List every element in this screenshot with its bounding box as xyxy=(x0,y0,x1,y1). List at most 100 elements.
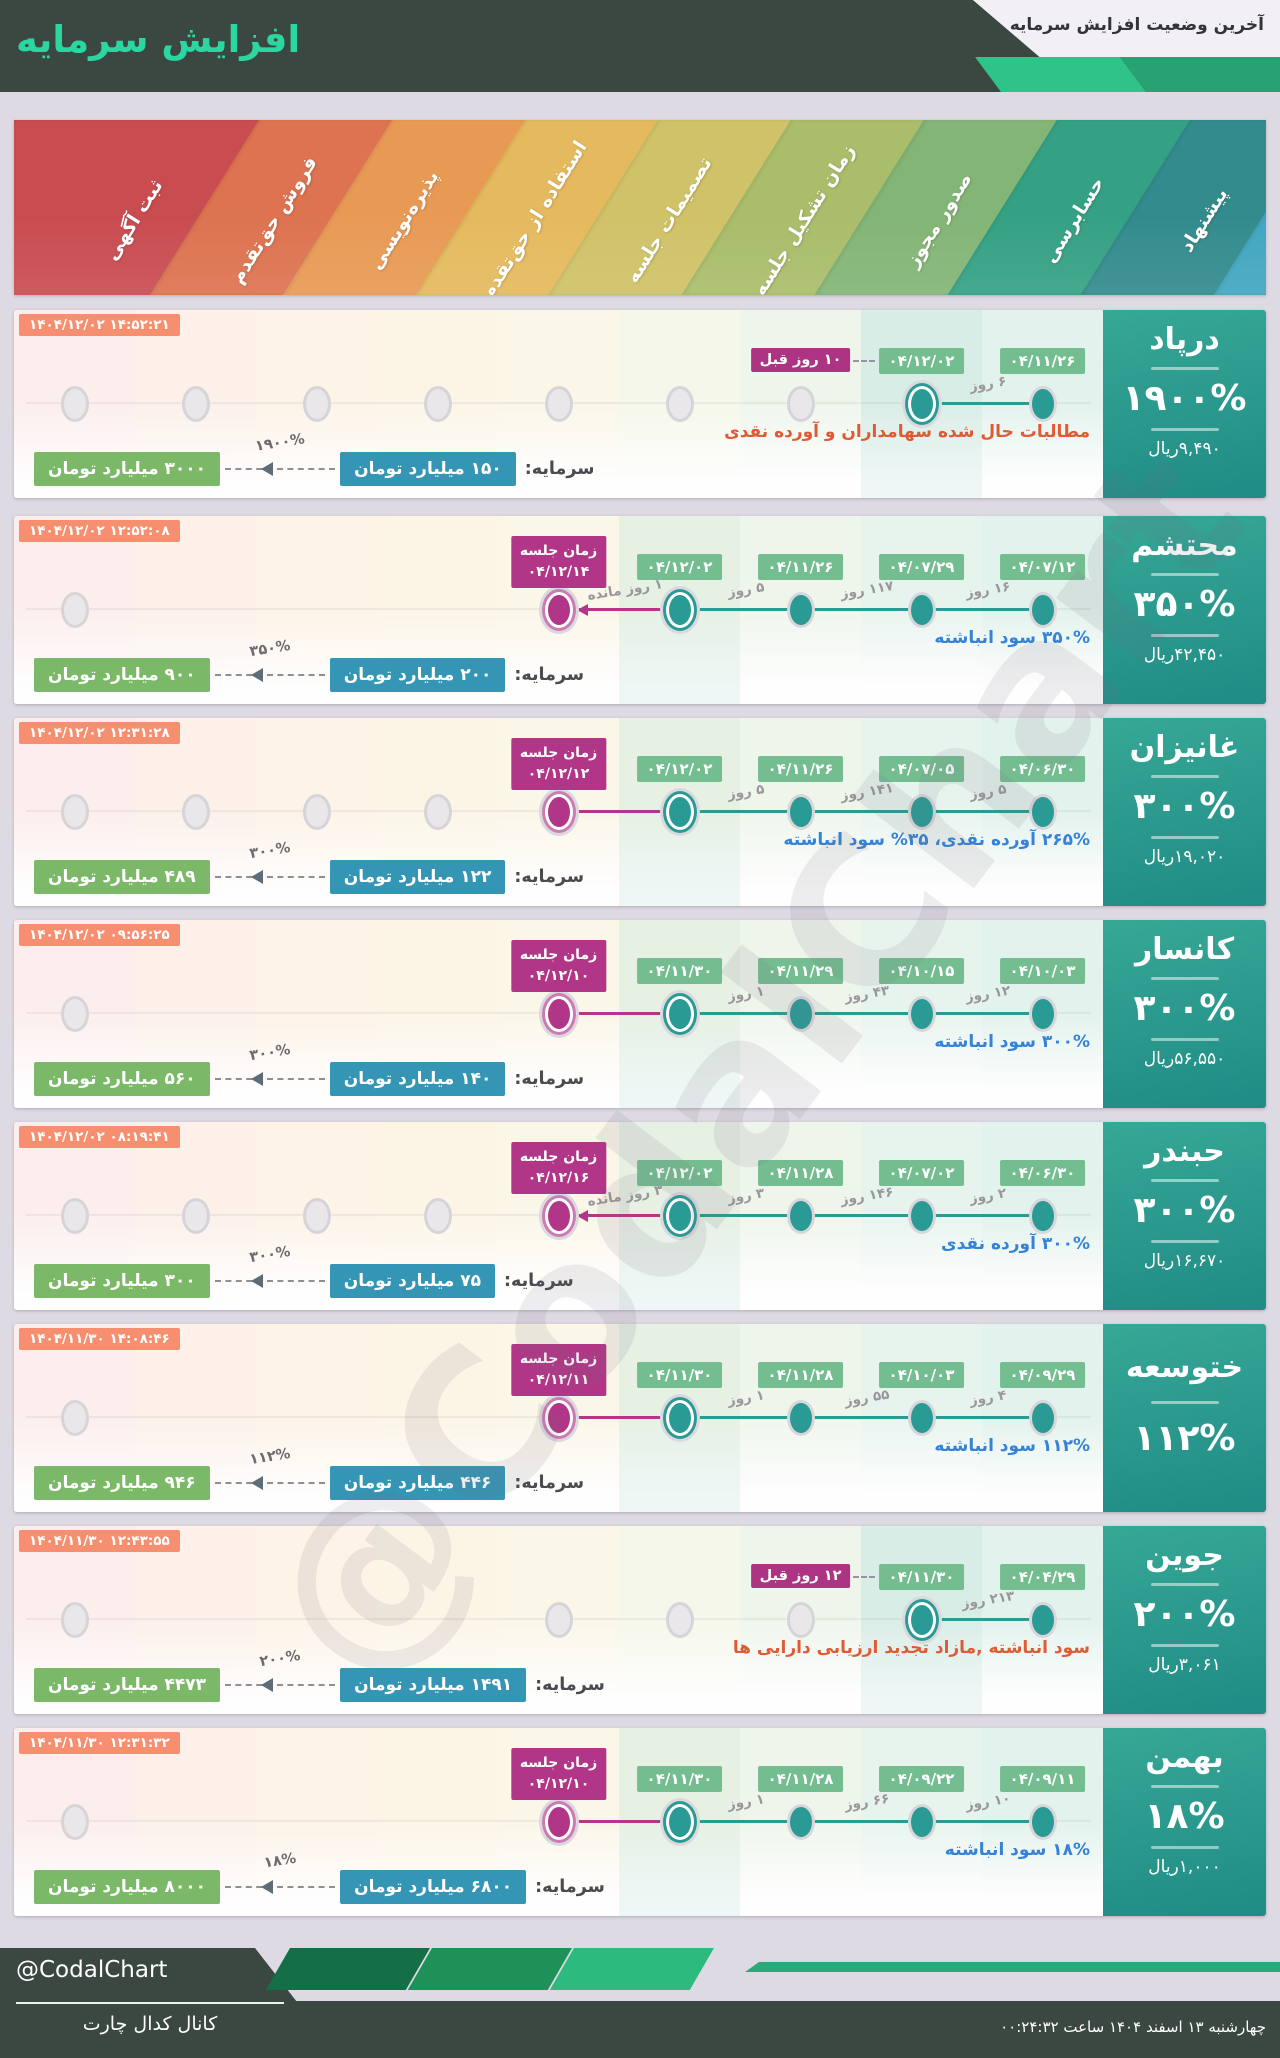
capital-dash-line xyxy=(214,876,325,878)
company-symbol: غانیزان xyxy=(1129,730,1240,765)
capital-new-badge: ۴۴۷۳ میلیارد تومان xyxy=(34,1668,221,1702)
company-increase-percent: ۳۰۰% xyxy=(1133,786,1236,827)
stage-dot-active xyxy=(1028,386,1057,422)
meeting-dot xyxy=(541,993,576,1035)
stage-dot-active-core xyxy=(1031,797,1054,827)
stage-dot-active xyxy=(786,996,815,1032)
stage-dot-inactive xyxy=(665,1602,694,1638)
timeline-segment xyxy=(921,1820,1043,1823)
footer-accent-bar xyxy=(745,1962,1280,1972)
report-timestamp-badge: ۱۴۰۴/۱۲/۰۲ ۱۴:۵۲:۲۱ xyxy=(19,314,180,336)
capital-arrow-zone: ۳۰۰% xyxy=(211,1042,329,1096)
company-row-غانیزان: ۱۴۰۴/۱۲/۰۲ ۱۲:۳۱:۲۸ ۵ روز ۱۴۱ روز ۵ روز ۰۴/۰… xyxy=(14,718,1266,906)
meeting-dot xyxy=(541,1195,576,1237)
stage-date-badge: ۰۴/۱۱/۲۸ xyxy=(757,1160,844,1186)
capital-dash-line xyxy=(225,1684,336,1686)
stage-dot-inactive xyxy=(544,1602,573,1638)
company-price: ۴۲,۴۵۰ریال xyxy=(1143,645,1226,665)
meeting-badge-date: ۰۴/۱۲/۱۰ xyxy=(527,968,590,984)
company-increase-percent: ۳۵۰% xyxy=(1133,584,1236,625)
timeline-segment xyxy=(921,810,1043,813)
days-ago-badge: ۱۲ روز قبل xyxy=(750,1564,851,1588)
capital-caption: سرمایه: xyxy=(514,1069,585,1089)
stage-dot-active-core xyxy=(910,797,933,827)
capital-dash-line xyxy=(225,1886,336,1888)
timeline-segment xyxy=(800,1416,922,1419)
capital-caption: سرمایه: xyxy=(514,665,585,685)
timeline-segment xyxy=(800,1214,922,1217)
capital-new-badge: ۴۸۹ میلیارد تومان xyxy=(34,860,210,894)
stage-date-badge: ۰۴/۰۶/۳۰ xyxy=(999,1160,1086,1186)
meeting-time-badge: زمان جلسه ۰۴/۱۲/۱۱ xyxy=(510,1344,607,1396)
meeting-dot-core xyxy=(547,1807,570,1837)
capital-arrow-zone: ۲۰۰% xyxy=(221,1648,339,1702)
capital-source-note: ۳۰۰% آورده نقدی xyxy=(941,1234,1090,1254)
meeting-badge-caption: زمان جلسه xyxy=(519,1755,598,1771)
meeting-time-badge: زمان جلسه ۰۴/۱۲/۱۰ xyxy=(510,940,607,992)
meeting-dot-core xyxy=(547,1201,570,1231)
capital-current-badge: ۱۲۲ میلیارد تومان xyxy=(329,860,506,894)
stage-date-badge: ۰۴/۱۲/۰۲ xyxy=(636,1160,723,1186)
stage-dot-active-core xyxy=(910,1201,933,1231)
meeting-badge-caption: زمان جلسه xyxy=(519,1149,598,1165)
timeline-segment xyxy=(679,810,801,813)
stage-date-badge: ۰۴/۱۱/۲۸ xyxy=(757,1766,844,1792)
stage-dot-inactive xyxy=(665,386,694,422)
capital-arrow-icon xyxy=(250,1476,263,1490)
timeline-segment xyxy=(921,608,1043,611)
capital-arrow-icon xyxy=(250,1274,263,1288)
panel-divider xyxy=(1150,1179,1219,1182)
capital-source-note: مطالبات حال شده سهامداران و آورده نقدی xyxy=(724,422,1090,442)
company-panel: محتشم ۳۵۰% ۴۲,۴۵۰ریال xyxy=(1103,516,1266,704)
stage-dot-inactive xyxy=(181,794,210,830)
company-symbol: محتشم xyxy=(1131,528,1238,563)
capital-dash-line xyxy=(214,1078,325,1080)
stage-dot-active xyxy=(1028,592,1057,628)
stage-dot-active-core xyxy=(789,595,812,625)
capital-source-note: ۲۶۵% آورده نقدی، ۳۵% سود انباشته xyxy=(783,830,1090,850)
panel-divider xyxy=(1150,573,1219,576)
capital-caption: سرمایه: xyxy=(535,1675,605,1695)
stage-dot-current-core xyxy=(668,1403,691,1433)
stage-dot-active-core xyxy=(1031,595,1054,625)
company-panel: ختوسعه ۱۱۲% xyxy=(1103,1324,1266,1512)
meeting-time-badge: زمان جلسه ۰۴/۱۲/۱۲ xyxy=(510,738,607,790)
stage-dot-current-core xyxy=(910,1605,933,1635)
stage-dot-current-core xyxy=(668,999,691,1029)
capital-arrow-zone: ۱۹۰۰% xyxy=(221,431,339,486)
report-timestamp-badge: ۱۴۰۴/۱۲/۰۲ ۱۲:۳۱:۲۸ xyxy=(19,722,180,744)
panel-divider xyxy=(1150,836,1219,839)
company-symbol: جوین xyxy=(1145,1538,1224,1573)
capital-current-badge: ۱۵۰ میلیارد تومان xyxy=(340,452,516,486)
company-symbol: کانسار xyxy=(1134,932,1235,967)
stage-dot-active xyxy=(786,1198,815,1234)
company-row-محتشم: ۱۴۰۴/۱۲/۰۲ ۱۲:۵۲:۰۸ ۱۶ روز ۱۱۷ روز ۵ روز ۱ ر… xyxy=(14,516,1266,704)
stage-dot-active-core xyxy=(1031,389,1054,419)
stage-dot-inactive xyxy=(60,996,89,1032)
report-timestamp-badge: ۱۴۰۴/۱۱/۳۰ ۱۴:۰۸:۴۶ xyxy=(19,1328,180,1350)
capital-source-note: ۳۰۰% سود انباشته xyxy=(934,1032,1090,1052)
capital-current-badge: ۴۴۶ میلیارد تومان xyxy=(329,1466,506,1500)
stage-dot-active-core xyxy=(910,1403,933,1433)
stage-dot-active-core xyxy=(910,999,933,1029)
company-row-جوین: ۱۴۰۴/۱۱/۳۰ ۱۲:۴۳:۵۵ ۲۱۳ روز ۰۴/۰۴/۲۹ ۰۴/۱۱/… xyxy=(14,1526,1266,1714)
meeting-dot xyxy=(541,791,576,833)
panel-divider xyxy=(1150,1038,1219,1041)
meeting-badge-date: ۰۴/۱۲/۱۶ xyxy=(527,1170,590,1186)
panel-divider xyxy=(1150,634,1219,637)
capital-current-badge: ۷۵ میلیارد تومان xyxy=(329,1264,495,1298)
stage-dot-inactive xyxy=(786,1602,815,1638)
meeting-badge-caption: زمان جلسه xyxy=(519,947,598,963)
capital-arrow-icon xyxy=(261,1678,274,1692)
timeline-segment xyxy=(558,810,680,813)
panel-divider xyxy=(1150,977,1219,980)
stage-date-badge: ۰۴/۱۱/۲۶ xyxy=(999,348,1086,374)
segment-arrowhead-icon xyxy=(576,1210,588,1222)
footer-brand: @CodalChart xyxy=(16,1957,168,1983)
stage-dot-inactive xyxy=(60,794,89,830)
company-price: ۱,۰۰۰ریال xyxy=(1148,1857,1221,1877)
footer-datetime: چهارشنبه ۱۳ اسفند ۱۴۰۴ ساعت ۰۰:۲۴:۳۲ xyxy=(1000,2018,1266,2036)
stage-date-badge: ۰۴/۰۶/۳۰ xyxy=(999,756,1086,782)
stage-date-badge: ۰۴/۱۲/۰۲ xyxy=(878,348,965,374)
timeline-segment xyxy=(800,1820,922,1823)
